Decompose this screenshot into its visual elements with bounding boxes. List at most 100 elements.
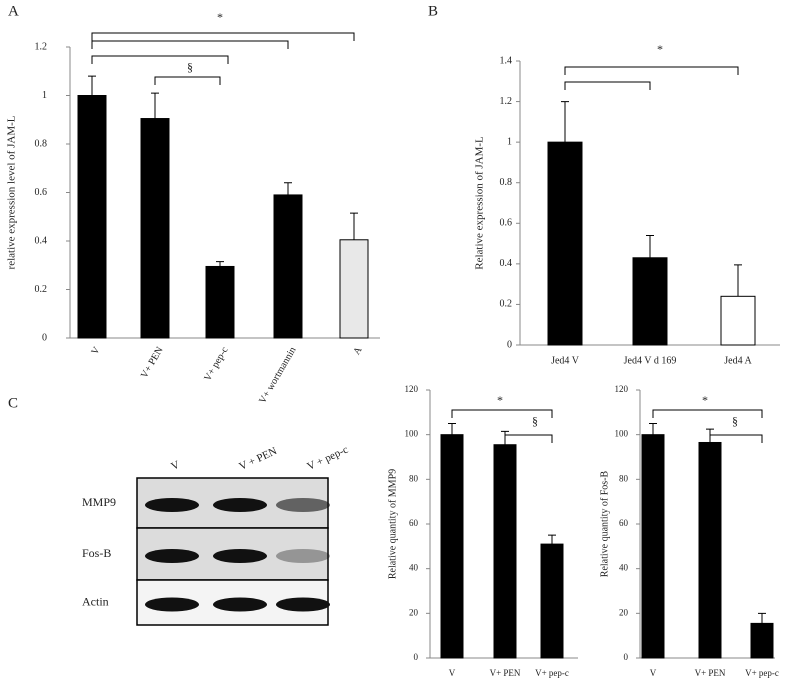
x-tick-label: V (89, 344, 103, 356)
blot-band (276, 498, 330, 512)
error-bar (734, 264, 742, 297)
y-axis-label: relative expression level of JAM-L (6, 115, 18, 269)
y-tick-label: 120 (405, 384, 419, 394)
x-tick-label: V+ PEN (695, 668, 726, 678)
error-bar (151, 92, 159, 119)
error-bar (448, 423, 456, 435)
y-tick-label: 80 (619, 473, 629, 483)
y-tick-label: 80 (409, 473, 419, 483)
y-tick-label: 0.6 (500, 218, 513, 229)
row-label: MMP9 (82, 495, 116, 509)
error-bar (649, 423, 657, 435)
significance-bracket (504, 434, 553, 443)
significance-bracket (652, 409, 763, 418)
error-bar (758, 612, 766, 624)
y-tick-label: 0.8 (500, 177, 513, 188)
significance-bracket (154, 76, 221, 85)
panel-label: B (428, 3, 438, 19)
y-tick-label: 1 (42, 90, 47, 101)
y-tick-label: 60 (619, 518, 629, 528)
y-tick-label: 40 (619, 563, 629, 573)
bar (273, 194, 303, 339)
x-tick-label: V (650, 668, 657, 678)
y-axis-label: Relative quantity of MMP9 (387, 469, 398, 579)
row-label: Actin (82, 594, 109, 608)
y-tick-label: 0 (507, 339, 512, 350)
x-tick-label: V+ wortmannin (257, 345, 298, 406)
row-label: Fos-B (82, 546, 111, 560)
significance-label: * (702, 393, 708, 407)
blot-band (276, 549, 330, 563)
x-tick-label: V+ pep-c (745, 668, 779, 678)
bar (493, 444, 517, 659)
y-tick-label: 40 (409, 563, 419, 573)
significance-bracket (564, 81, 651, 90)
bar (632, 257, 668, 346)
x-tick-label: V+ pep-c (535, 668, 569, 678)
y-tick-label: 1 (507, 136, 512, 147)
y-tick-label: 0 (624, 652, 629, 662)
significance-bracket (91, 40, 289, 49)
y-tick-label: 60 (409, 518, 419, 528)
x-tick-label: V+ PEN (139, 345, 166, 380)
significance-label: * (657, 42, 663, 56)
significance-label: § (732, 414, 738, 428)
y-tick-label: 0.2 (35, 284, 48, 295)
significance-bracket (91, 32, 355, 41)
y-tick-label: 0.4 (35, 235, 48, 246)
significance-bracket (709, 434, 763, 443)
error-bar (561, 101, 569, 143)
significance-label: * (497, 393, 503, 407)
significance-label: § (187, 60, 193, 74)
blot-band (213, 549, 267, 563)
error-bar (88, 75, 96, 96)
y-tick-label: 0 (42, 332, 47, 343)
y-tick-label: 100 (405, 429, 419, 439)
error-bar (284, 182, 292, 195)
bar (641, 434, 665, 659)
bar (547, 141, 583, 346)
y-tick-label: 100 (615, 429, 629, 439)
bar (339, 239, 369, 339)
y-tick-label: 20 (409, 607, 419, 617)
y-tick-label: 0.4 (500, 258, 513, 269)
significance-bracket (91, 55, 229, 64)
x-tick-label: Jed4 V d 169 (624, 355, 677, 366)
blot-band (213, 597, 267, 612)
error-bar (350, 212, 358, 240)
error-bar (646, 234, 654, 258)
bar (750, 622, 774, 659)
error-bar (548, 534, 556, 545)
significance-bracket (564, 66, 739, 75)
panel-label: A (8, 3, 19, 19)
blot-band (276, 597, 330, 612)
y-tick-label: 1.2 (35, 41, 48, 52)
y-axis-label: Relative expression of JAM-L (474, 136, 486, 270)
y-axis-label: Relative quantity of Fos-B (599, 470, 610, 577)
y-tick-label: 1.4 (500, 55, 513, 66)
significance-label: * (217, 10, 223, 24)
blot-band (145, 549, 199, 563)
x-tick-label: A (351, 344, 365, 356)
blot-band (213, 498, 267, 512)
x-tick-label: V+ pep-c (202, 345, 231, 384)
x-tick-label: V+ PEN (490, 668, 521, 678)
bar (205, 265, 235, 339)
bar (698, 441, 722, 659)
bar (77, 95, 107, 339)
blot-band (145, 498, 199, 512)
x-tick-label: V (449, 668, 456, 678)
y-tick-label: 0.8 (35, 138, 48, 149)
y-tick-label: 1.2 (500, 96, 513, 107)
error-bar (216, 261, 224, 267)
significance-bracket (451, 409, 553, 418)
panel-label: C (8, 395, 18, 411)
x-tick-label: Jed4 A (724, 355, 752, 366)
significance-label: § (532, 414, 538, 428)
y-tick-label: 0 (414, 652, 419, 662)
bar (720, 295, 756, 346)
lane-label: V + PEN (237, 445, 279, 473)
x-tick-label: Jed4 V (551, 355, 580, 366)
y-tick-label: 0.2 (500, 299, 513, 310)
